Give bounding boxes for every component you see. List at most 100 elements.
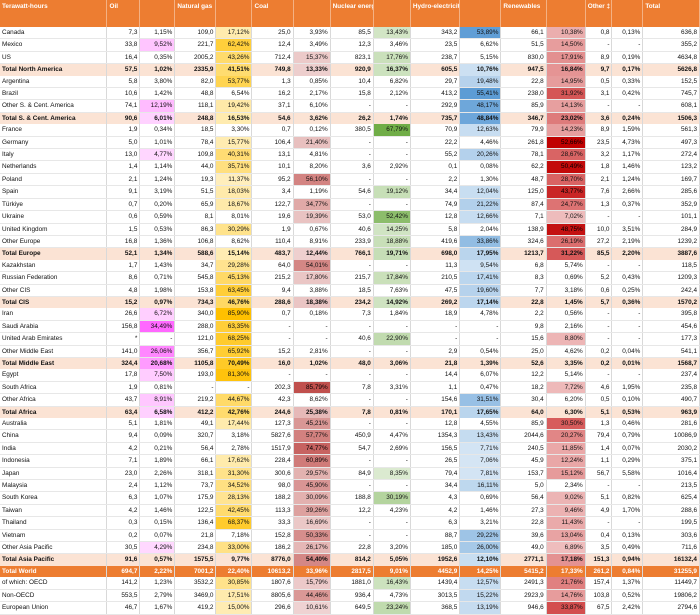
cell-renewables-share: 8,80% [546,332,586,346]
table-row: Poland 2,1 1,24% 19,3 11,37% 95,2 56,10% - -2,2 1… [0,173,700,187]
cell-other-share: - [611,332,644,346]
cell-oil: 0,2 [106,529,141,543]
cell-total: 199,5 [642,516,700,530]
cell-other-share: 0,42% [611,87,644,101]
cell-other-share: 0,01% [611,357,644,370]
cell-gas: 153,8 [174,284,217,297]
cell-renewables-share: 4,62% [546,345,586,358]
cell-hydro: 4,3 [410,491,461,505]
cell-oil: 13,0 [106,148,141,162]
cell-hydro: 79,4 [410,467,461,481]
cell-coal-share: 25,38% [293,406,331,418]
cell-oil-share: 26,06% [139,345,176,358]
cell-other-share: 0,79% [611,429,644,443]
cell-coal: 113,3 [251,504,294,518]
cell-other-share: 1,95% [611,381,644,395]
cell-renewables-share: 2,16% [546,320,586,334]
cell-other-share: 1,70% [611,504,644,518]
cell-renewables: 5,0 [500,479,547,493]
cell-coal-share: 3,88% [293,284,331,297]
cell-hydro-share: 13,19% [459,601,502,615]
cell-other: 5,1 [585,491,613,505]
cell-gas-share: 46,76% [215,296,253,309]
cell-coal: 8805,6 [251,589,294,603]
cell-hydro-share: 9,54% [459,259,502,273]
header-nuclear: Nuclear energy [330,0,374,27]
cell-oil-share: - [139,332,176,346]
cell-renewables-share: 20,27% [546,429,586,443]
cell-total: 235,8 [642,381,700,395]
cell-renewables: 56,4 [500,491,547,505]
header-oil: Oil [106,0,141,27]
header-hydro-share [459,0,502,27]
cell-hydro: 6,3 [410,516,461,530]
row-label: Poland [0,173,108,187]
cell-hydro-share: 12,57% [459,577,502,590]
table-row: Saudi Arabia 156,8 34,49% 288,0 63,35% - - - - - -… [0,320,700,334]
cell-oil: 0,3 [106,516,141,530]
cell-gas-share: 16,53% [215,112,253,125]
cell-nuclear-share: - [373,454,411,468]
cell-gas-share: 65,92% [215,345,253,358]
cell-coal-share: 15,37% [293,51,331,65]
cell-oil-share: 0,57% [139,553,176,566]
cell-hydro: 2,9 [410,345,461,358]
cell-other-share: 0,84% [611,565,644,578]
cell-hydro-share: - [459,332,502,346]
cell-oil-share: 1,01% [139,136,176,150]
cell-nuclear: 823,1 [330,51,374,65]
row-label: India [0,442,108,456]
cell-oil: 8,6 [106,271,141,285]
cell-coal: - [251,369,294,382]
cell-renewables-share: 17,18% [546,553,586,566]
cell-hydro-share: 17,14% [459,296,502,309]
cell-hydro: 3013,5 [410,589,461,603]
cell-other: 79,4 [585,429,613,443]
cell-gas-share: 8,62% [215,235,253,249]
cell-oil-share: 0,34% [139,124,176,137]
cell-hydro-share: 0,69% [459,491,502,505]
cell-renewables-share: 23,02% [546,112,586,125]
cell-oil: 4,2 [106,504,141,518]
table-row: Other CIS 4,8 1,98% 153,8 63,45% 9,4 3,88% 18,5… [0,284,700,297]
cell-gas: 320,7 [174,429,217,443]
cell-gas: 3532,2 [174,577,217,590]
cell-renewables-share: 24,77% [546,198,586,212]
cell-gas: 106,8 [174,235,217,249]
cell-hydro-share: 12,63% [459,124,502,137]
total-row: Total Asia Pacific 91,6 0,57% 1575,5 9,77% 87… [0,553,700,566]
row-label: Vietnam [0,529,108,543]
header-row: Terawatt-hours Oil Natural gas Coal Nuclear … [0,0,700,27]
cell-total: 561,3 [642,124,700,137]
cell-total: 285,6 [642,185,700,199]
cell-gas-share: 42,76% [215,406,253,418]
cell-renewables-share: 11,43% [546,516,586,530]
cell-oil-share: 20,68% [139,357,176,370]
cell-hydro-share: - [459,320,502,334]
table-row: Thailand 0,3 0,15% 136,4 68,37% 33,3 16,69% - -6… [0,516,700,530]
cell-hydro: 88,7 [410,529,461,543]
cell-hydro: 1354,3 [410,429,461,443]
table-row: Iran 26,6 6,72% 340,0 85,90% 0,7 0,18% 7,3 1,84%… [0,308,700,321]
cell-gas-share: 8,01% [215,210,253,224]
cell-other-share: 0,07% [611,442,644,456]
cell-coal-share: 57,77% [293,429,331,443]
table-row: Argentina 5,8 3,80% 82,0 53,77% 1,3 0,85% 10,4 6… [0,75,700,89]
cell-other-share: 0,94% [611,553,644,566]
cell-coal-share: 3,93% [293,27,331,40]
cell-coal-share: 15,79% [293,577,331,590]
cell-other: 8,9 [585,51,613,65]
cell-renewables-share: 14,50% [546,38,586,52]
cell-oil-share: 1,24% [139,173,176,187]
cell-hydro: 21,8 [410,357,461,370]
cell-oil: 6,3 [106,491,141,505]
cell-coal: 215,2 [251,271,294,285]
cell-hydro-share: 21,22% [459,198,502,212]
table-row: Other S. & Cent. America 74,1 12,19% 118,1 1… [0,99,700,113]
cell-oil-share: 4,77% [139,148,176,162]
cell-hydro: 292,9 [410,99,461,113]
cell-gas: 193,0 [174,369,217,382]
cell-renewables: 947,5 [500,63,547,76]
cell-total: 284,9 [642,223,700,236]
cell-total: 1239,2 [642,235,700,249]
